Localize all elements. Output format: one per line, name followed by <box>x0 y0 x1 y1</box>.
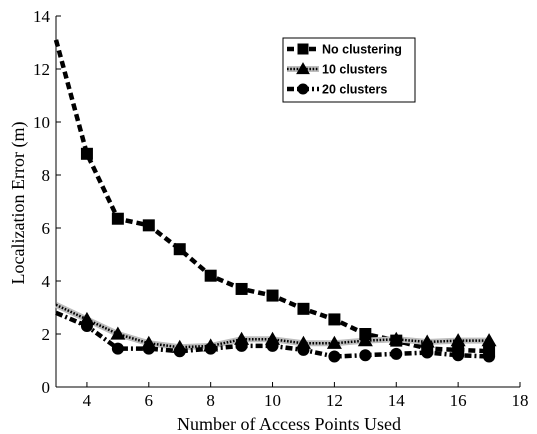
y-tick-label: 6 <box>42 219 51 238</box>
data-point <box>111 212 124 225</box>
x-tick-label: 14 <box>388 391 406 410</box>
y-tick-label: 8 <box>42 166 51 185</box>
x-tick-label: 4 <box>83 391 92 410</box>
data-point <box>359 349 372 362</box>
data-point <box>483 350 496 363</box>
data-point <box>452 349 465 362</box>
data-point <box>204 269 217 282</box>
x-tick-label: 18 <box>512 391 529 410</box>
data-point <box>419 334 435 348</box>
data-point <box>80 147 93 160</box>
y-tick-label: 10 <box>33 113 50 132</box>
y-tick-label: 12 <box>33 60 50 79</box>
data-point <box>481 333 497 347</box>
data-point <box>142 219 155 232</box>
x-tick-label: 10 <box>264 391 281 410</box>
legend-marker <box>296 62 310 75</box>
x-tick-label: 12 <box>326 391 343 410</box>
data-point <box>235 339 248 352</box>
data-point <box>421 346 434 359</box>
x-tick-label: 8 <box>206 391 215 410</box>
data-point <box>297 302 310 315</box>
data-point <box>388 331 404 345</box>
y-tick-label: 0 <box>42 378 51 397</box>
y-tick-label: 2 <box>42 325 51 344</box>
legend-label: 10 clusters <box>322 63 387 77</box>
data-point <box>357 333 373 347</box>
x-tick-label: 6 <box>145 391 154 410</box>
data-point <box>110 326 126 340</box>
data-point <box>266 339 279 352</box>
data-point <box>326 335 342 349</box>
data-point <box>235 282 248 295</box>
data-point <box>390 347 403 360</box>
x-axis-label: Number of Access Points Used <box>177 414 401 434</box>
y-axis-label: Localization Error (m) <box>8 122 29 285</box>
data-point <box>297 343 310 356</box>
data-point <box>266 289 279 302</box>
data-point <box>173 243 186 256</box>
x-tick-label: 16 <box>450 391 467 410</box>
series-line <box>53 39 490 354</box>
data-point <box>450 333 466 347</box>
legend-marker <box>297 43 309 55</box>
legend-label: No clustering <box>322 43 402 57</box>
data-point <box>173 345 186 358</box>
data-point <box>111 342 124 355</box>
data-point <box>328 313 341 326</box>
data-point <box>80 320 93 333</box>
y-tick-label: 14 <box>33 7 51 26</box>
legend-label: 20 clusters <box>322 83 387 97</box>
data-point <box>204 342 217 355</box>
data-point <box>328 350 341 363</box>
legend-marker <box>297 83 309 95</box>
y-tick-label: 4 <box>42 272 51 291</box>
data-point <box>142 342 155 355</box>
